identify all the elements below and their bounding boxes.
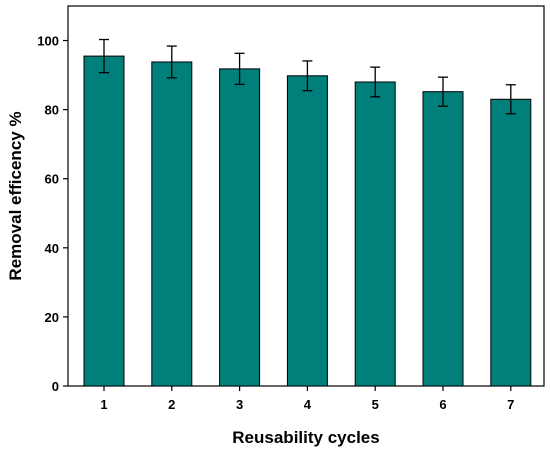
error-bar-cycle-4	[302, 60, 313, 92]
x-tick-label: 2	[168, 397, 175, 412]
error-bar-cycle-5	[370, 66, 381, 98]
error-bar-cycle-2	[166, 45, 177, 79]
y-tick-label: 40	[45, 241, 59, 256]
bar-cycle-7	[490, 98, 532, 387]
bar-cycle-6	[422, 91, 464, 387]
error-bar-cycle-6	[438, 76, 448, 107]
x-axis-title: Reusability cycles	[232, 428, 379, 447]
error-bar-cycle-7	[505, 84, 516, 115]
x-tick-label: 5	[372, 397, 379, 412]
y-tick-label: 0	[52, 379, 59, 394]
x-axis-ticks: 1 2 3 4 5 6 7	[100, 386, 514, 412]
y-tick-label: 60	[45, 172, 59, 187]
y-tick-label: 100	[37, 34, 59, 49]
bar-cycle-4	[286, 75, 328, 387]
bar-cycle-5	[354, 81, 396, 387]
x-tick-label: 7	[507, 397, 514, 412]
bar-cycle-2	[151, 61, 193, 387]
bar-cycle-3	[219, 68, 261, 387]
y-tick-label: 20	[45, 310, 59, 325]
y-axis-ticks: 0 20 40 60 80 100	[37, 34, 68, 394]
bar-cycle-1	[83, 55, 125, 387]
x-tick-label: 3	[236, 397, 243, 412]
bars-layer	[83, 55, 532, 387]
error-bar-cycle-3	[234, 52, 245, 86]
y-tick-label: 80	[45, 103, 59, 118]
plot-area: 0 20 40 60 80 100 1 2 3 4 5 6 7	[37, 5, 545, 412]
x-tick-label: 1	[100, 397, 107, 412]
x-tick-label: 4	[304, 397, 312, 412]
errorbars-layer	[99, 38, 516, 115]
x-tick-label: 6	[439, 397, 446, 412]
y-axis-title: Removal efficency %	[6, 111, 25, 280]
error-bar-cycle-1	[99, 38, 109, 74]
